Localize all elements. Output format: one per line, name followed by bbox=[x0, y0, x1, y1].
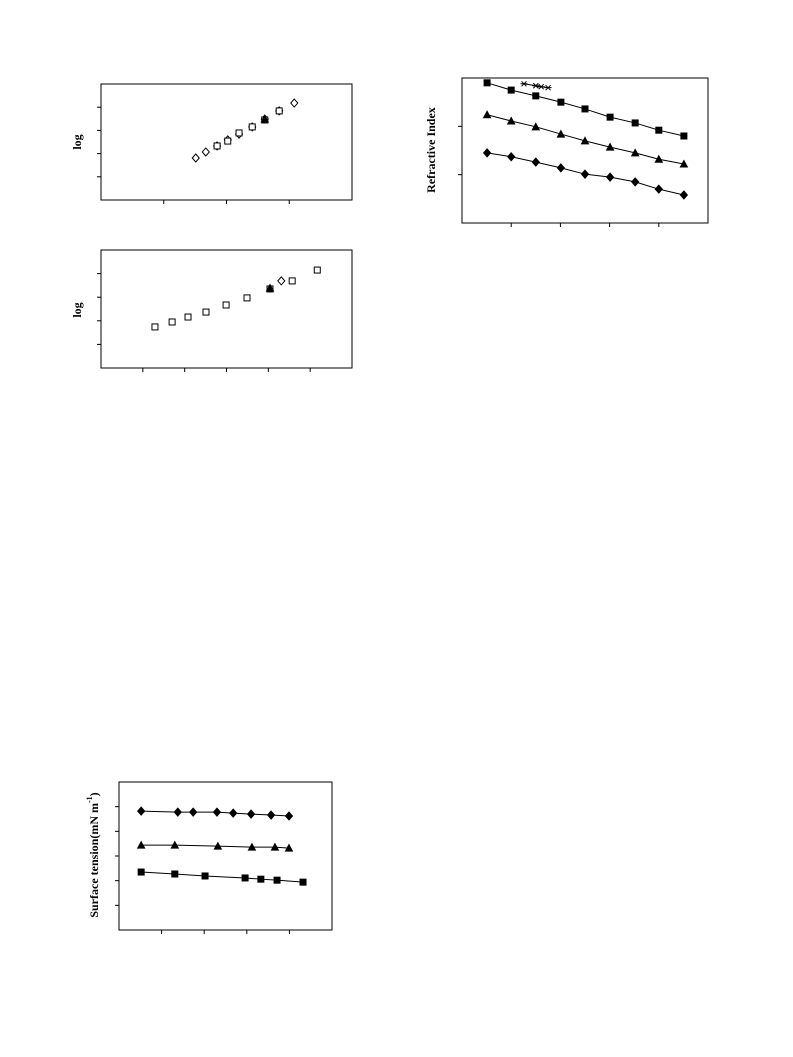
y-axis-label-text: Surface tension(mN m bbox=[87, 803, 101, 918]
chart: log bbox=[70, 83, 353, 204]
marker bbox=[173, 807, 182, 817]
marker bbox=[605, 142, 615, 151]
marker bbox=[213, 841, 223, 850]
marker bbox=[273, 876, 281, 884]
marker bbox=[184, 313, 192, 321]
y-axis-label: Surface tension(mN m-1) bbox=[85, 792, 101, 917]
marker bbox=[290, 98, 299, 108]
marker bbox=[235, 129, 243, 137]
marker bbox=[581, 105, 589, 113]
marker bbox=[270, 842, 280, 851]
marker bbox=[506, 116, 516, 125]
marker bbox=[188, 807, 198, 817]
marker bbox=[201, 872, 209, 880]
y-axis-label: log bbox=[70, 134, 84, 149]
marker bbox=[136, 840, 146, 849]
marker bbox=[299, 878, 307, 886]
marker bbox=[136, 806, 146, 816]
marker bbox=[229, 808, 238, 818]
plot-frame bbox=[118, 781, 333, 931]
marker bbox=[201, 147, 210, 157]
marker bbox=[532, 82, 540, 89]
marker bbox=[191, 153, 200, 163]
marker bbox=[654, 154, 664, 163]
marker bbox=[531, 157, 540, 167]
marker bbox=[284, 843, 294, 852]
marker bbox=[520, 80, 528, 87]
marker bbox=[257, 875, 265, 883]
marker bbox=[556, 163, 566, 173]
marker bbox=[482, 110, 492, 119]
marker bbox=[537, 83, 545, 90]
marker bbox=[580, 136, 590, 145]
y-axis-label-text: log bbox=[70, 302, 84, 317]
marker bbox=[137, 868, 145, 876]
marker bbox=[246, 809, 256, 819]
marker bbox=[265, 283, 275, 292]
marker bbox=[170, 840, 180, 849]
marker bbox=[507, 152, 516, 162]
marker bbox=[168, 318, 176, 326]
marker bbox=[248, 123, 256, 131]
marker bbox=[151, 323, 159, 331]
y-axis-label-text: log bbox=[70, 134, 84, 149]
marker bbox=[531, 122, 541, 131]
marker bbox=[266, 810, 276, 820]
plot-frame bbox=[461, 77, 709, 224]
marker bbox=[247, 842, 257, 851]
marker bbox=[222, 301, 230, 309]
marker bbox=[557, 98, 565, 106]
marker bbox=[631, 177, 640, 187]
marker bbox=[482, 148, 492, 158]
chart: Surface tension(mN m-1) bbox=[85, 781, 333, 934]
marker bbox=[606, 113, 614, 121]
y-axis-label-text: Refractive Index bbox=[424, 107, 438, 193]
marker bbox=[243, 294, 251, 302]
chart: Refractive Index bbox=[424, 77, 709, 227]
marker bbox=[313, 266, 321, 274]
marker bbox=[655, 126, 663, 134]
marker bbox=[679, 190, 689, 200]
chart: log bbox=[70, 249, 353, 372]
marker bbox=[213, 142, 221, 150]
marker bbox=[284, 811, 294, 821]
marker bbox=[224, 137, 232, 145]
marker bbox=[275, 107, 283, 115]
marker bbox=[288, 277, 296, 285]
marker bbox=[556, 129, 566, 138]
marker bbox=[212, 807, 222, 817]
y-axis-label-sup: -1 bbox=[85, 796, 94, 803]
marker bbox=[171, 870, 179, 878]
marker bbox=[654, 184, 663, 194]
marker bbox=[532, 92, 540, 100]
marker bbox=[260, 114, 270, 123]
marker bbox=[241, 874, 249, 882]
marker bbox=[679, 159, 689, 168]
marker bbox=[630, 148, 640, 157]
marker bbox=[277, 276, 286, 286]
marker bbox=[680, 132, 688, 140]
y-axis-label: Refractive Index bbox=[424, 107, 438, 193]
marker bbox=[605, 172, 615, 182]
marker bbox=[580, 169, 590, 179]
marker bbox=[631, 119, 639, 127]
marker bbox=[507, 86, 515, 94]
y-axis-label-end: ) bbox=[87, 792, 101, 796]
marker bbox=[483, 79, 491, 87]
marker bbox=[544, 84, 552, 91]
y-axis-label: log bbox=[70, 302, 84, 317]
marker bbox=[202, 308, 210, 316]
